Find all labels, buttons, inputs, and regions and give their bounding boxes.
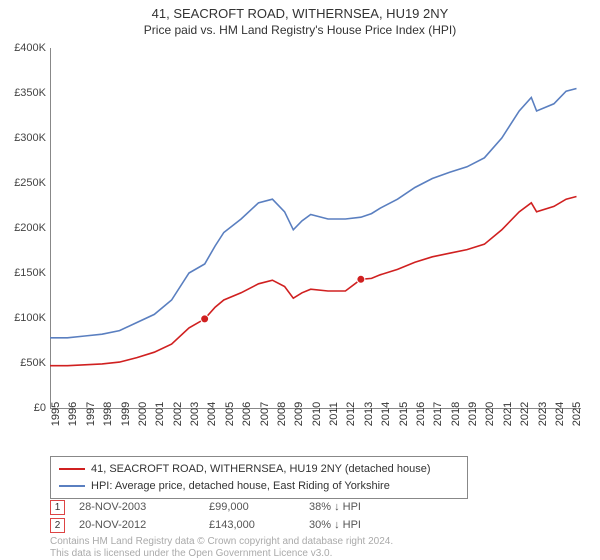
x-tick-label: 2005 <box>224 402 236 426</box>
x-tick-label: 2022 <box>519 402 531 426</box>
x-tick-label: 2000 <box>137 402 149 426</box>
sales-price-1: £99,000 <box>209 501 309 513</box>
x-tick-label: 1996 <box>67 402 79 426</box>
x-tick-label: 2018 <box>450 402 462 426</box>
x-tick-label: 2009 <box>293 402 305 426</box>
x-tick-label: 2017 <box>432 402 444 426</box>
sales-badge-1: 1 <box>50 500 65 515</box>
sales-diff-2: 30% ↓ HPI <box>309 519 429 531</box>
x-tick-label: 2013 <box>363 402 375 426</box>
line-layer <box>50 48 580 408</box>
legend-row-hpi: HPI: Average price, detached house, East… <box>59 478 459 495</box>
sales-row-2: 2 20-NOV-2012 £143,000 30% ↓ HPI <box>50 516 429 534</box>
sales-date-2: 20-NOV-2012 <box>79 519 209 531</box>
y-tick-label: £0 <box>0 402 46 414</box>
x-tick-label: 2012 <box>345 402 357 426</box>
credit-text: Contains HM Land Registry data © Crown c… <box>50 536 393 559</box>
sale-point-2 <box>357 275 365 283</box>
credit-line-2: This data is licensed under the Open Gov… <box>50 548 393 560</box>
x-tick-label: 2024 <box>554 402 566 426</box>
property-line <box>50 197 577 366</box>
chart-title-line2: Price paid vs. HM Land Registry's House … <box>0 23 600 41</box>
sales-row-1: 1 28-NOV-2003 £99,000 38% ↓ HPI <box>50 498 429 516</box>
x-tick-label: 2023 <box>537 402 549 426</box>
sales-table: 1 28-NOV-2003 £99,000 38% ↓ HPI 2 20-NOV… <box>50 498 429 534</box>
x-tick-label: 2014 <box>380 402 392 426</box>
sales-badge-2: 2 <box>50 518 65 533</box>
legend-label-property: 41, SEACROFT ROAD, WITHERNSEA, HU19 2NY … <box>91 461 431 478</box>
x-tick-label: 2003 <box>189 402 201 426</box>
x-tick-label: 2006 <box>241 402 253 426</box>
y-tick-label: £150K <box>0 267 46 279</box>
x-tick-label: 2010 <box>311 402 323 426</box>
hpi-line <box>50 89 577 338</box>
x-tick-label: 1995 <box>50 402 62 426</box>
chart-title-line1: 41, SEACROFT ROAD, WITHERNSEA, HU19 2NY <box>0 0 600 23</box>
y-tick-label: £400K <box>0 42 46 54</box>
x-tick-label: 2002 <box>172 402 184 426</box>
chart-container: 41, SEACROFT ROAD, WITHERNSEA, HU19 2NY … <box>0 0 600 560</box>
sales-date-1: 28-NOV-2003 <box>79 501 209 513</box>
x-tick-label: 2015 <box>398 402 410 426</box>
x-tick-label: 1997 <box>85 402 97 426</box>
y-tick-label: £100K <box>0 312 46 324</box>
legend-swatch-hpi <box>59 485 85 487</box>
x-tick-label: 2025 <box>571 402 583 426</box>
x-tick-label: 2007 <box>259 402 271 426</box>
x-tick-label: 2019 <box>467 402 479 426</box>
x-tick-label: 2004 <box>206 402 218 426</box>
x-tick-label: 2020 <box>484 402 496 426</box>
legend-label-hpi: HPI: Average price, detached house, East… <box>91 478 390 495</box>
legend-row-property: 41, SEACROFT ROAD, WITHERNSEA, HU19 2NY … <box>59 461 459 478</box>
credit-line-1: Contains HM Land Registry data © Crown c… <box>50 536 393 548</box>
legend-swatch-property <box>59 468 85 470</box>
x-tick-label: 2011 <box>328 402 340 426</box>
x-tick-label: 2021 <box>502 402 514 426</box>
y-tick-label: £250K <box>0 177 46 189</box>
x-tick-label: 2016 <box>415 402 427 426</box>
y-tick-label: £350K <box>0 87 46 99</box>
y-tick-label: £300K <box>0 132 46 144</box>
legend: 41, SEACROFT ROAD, WITHERNSEA, HU19 2NY … <box>50 456 468 499</box>
x-tick-label: 2008 <box>276 402 288 426</box>
y-tick-label: £50K <box>0 357 46 369</box>
sales-diff-1: 38% ↓ HPI <box>309 501 429 513</box>
x-tick-label: 1999 <box>120 402 132 426</box>
x-tick-label: 2001 <box>154 402 166 426</box>
x-tick-label: 1998 <box>102 402 114 426</box>
y-tick-label: £200K <box>0 222 46 234</box>
sales-price-2: £143,000 <box>209 519 309 531</box>
sale-point-1 <box>201 315 209 323</box>
